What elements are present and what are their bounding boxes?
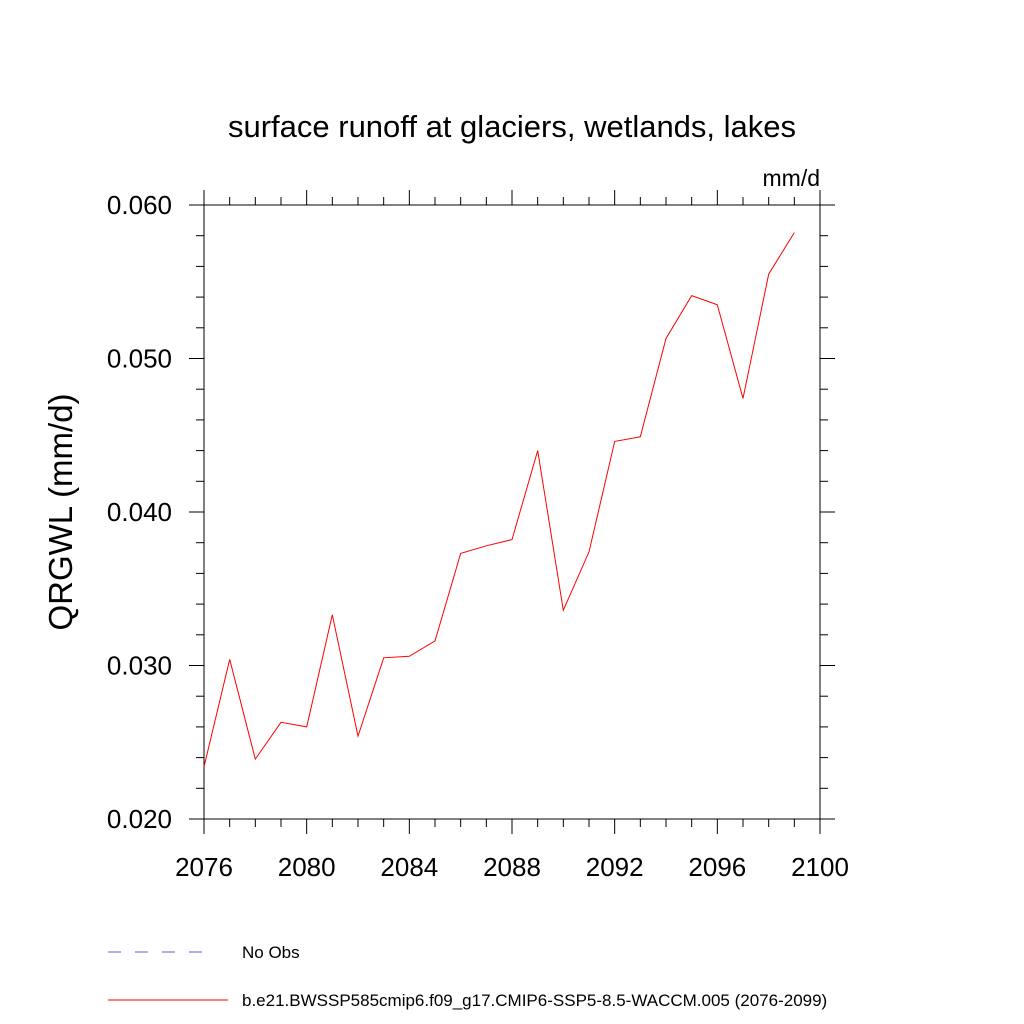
x-tick-labels: 2076 2080 2084 2088 2092 2096 2100 bbox=[175, 852, 849, 882]
axis-ticks bbox=[189, 190, 835, 834]
series-line bbox=[203, 232, 795, 767]
legend-label: b.e21.BWSSP585cmip6.f09_g17.CMIP6-SSP5-8… bbox=[242, 991, 827, 1010]
plot-frame bbox=[203, 204, 821, 820]
y-tick-label: 0.060 bbox=[107, 190, 172, 220]
y-tick-label: 0.050 bbox=[107, 344, 172, 374]
x-tick-label: 2100 bbox=[791, 852, 849, 882]
x-tick-label: 2076 bbox=[175, 852, 233, 882]
y-axis-label: QRGWL (mm/d) bbox=[42, 393, 79, 630]
legend: No Obs b.e21.BWSSP585cmip6.f09_g17.CMIP6-… bbox=[108, 943, 827, 1010]
y-tick-labels: 0.020 0.030 0.040 0.050 0.060 bbox=[107, 190, 172, 834]
x-tick-label: 2096 bbox=[688, 852, 746, 882]
y-tick-label: 0.040 bbox=[107, 497, 172, 527]
legend-label: No Obs bbox=[242, 943, 300, 962]
chart-title: surface runoff at glaciers, wetlands, la… bbox=[228, 109, 796, 144]
x-tick-label: 2084 bbox=[380, 852, 438, 882]
units-label: mm/d bbox=[763, 165, 821, 191]
y-tick-label: 0.030 bbox=[107, 651, 172, 681]
series-lines bbox=[203, 232, 795, 767]
x-tick-label: 2088 bbox=[483, 852, 541, 882]
x-tick-label: 2092 bbox=[586, 852, 644, 882]
y-tick-label: 0.020 bbox=[107, 804, 172, 834]
x-tick-label: 2080 bbox=[278, 852, 336, 882]
